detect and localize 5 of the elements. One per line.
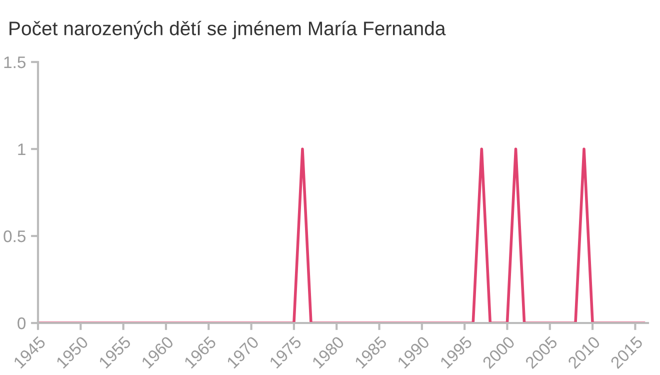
y-tick-label: 0 — [18, 317, 26, 330]
y-tick-label: 1.5 — [4, 56, 26, 68]
y-tick-label: 1 — [18, 144, 26, 156]
chart-title: Počet narozených dětí se jménem María Fernanda — [10, 20, 446, 40]
y-tick-label: 0.5 — [4, 230, 26, 242]
